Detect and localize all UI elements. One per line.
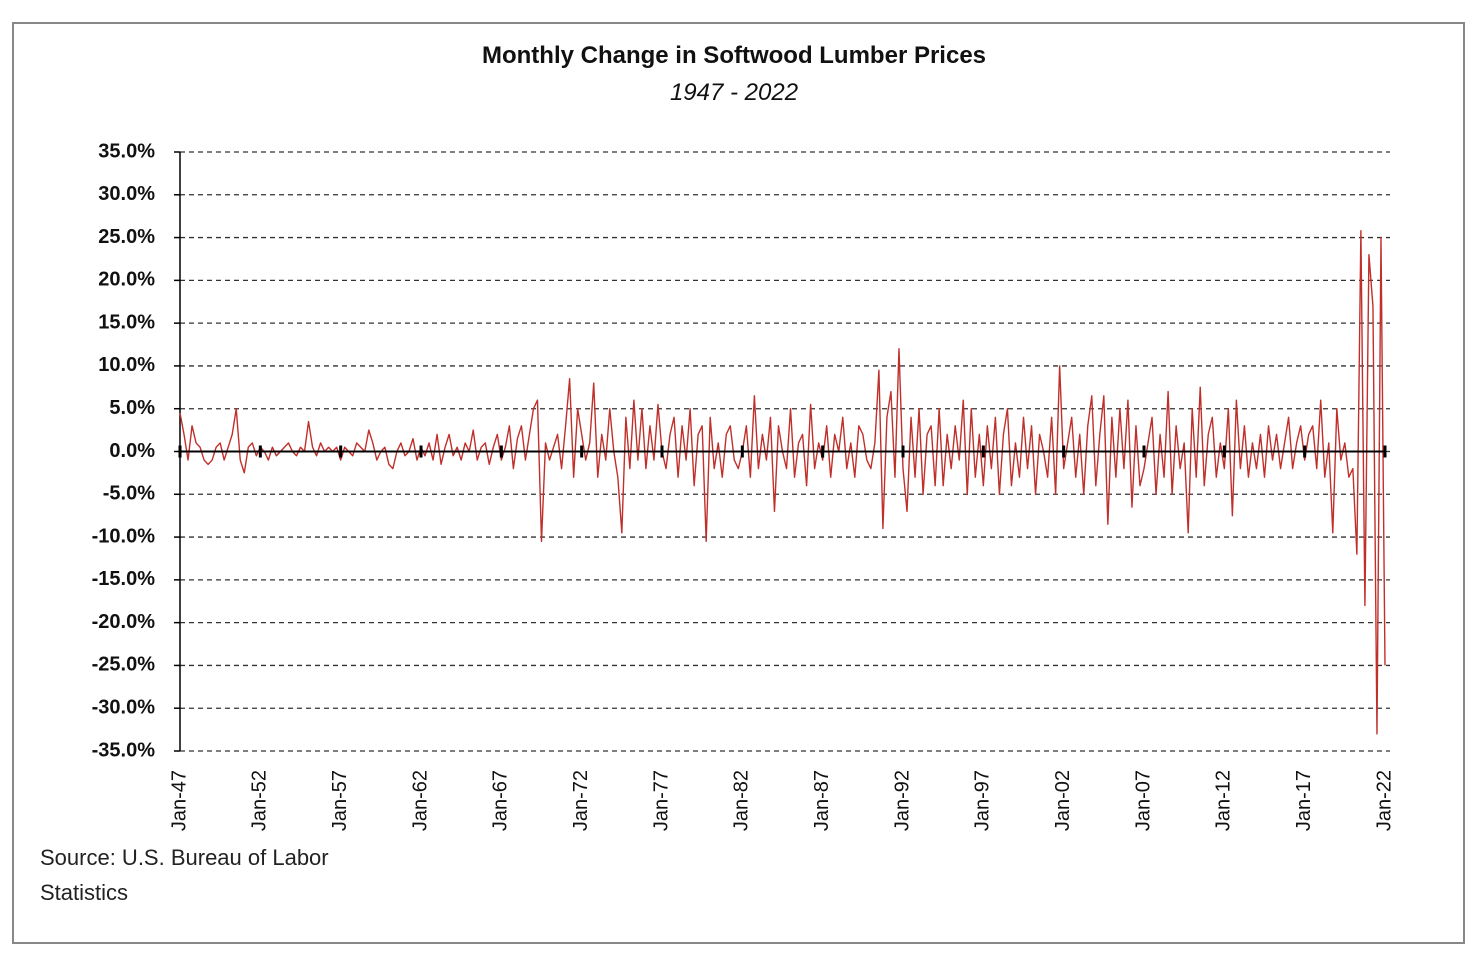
x-tick-label: Jan-02 [1052,770,1074,831]
y-tick-label: -30.0% [92,696,156,718]
y-tick-label: 20.0% [98,269,155,291]
chart-border [12,22,1465,944]
x-tick-label: Jan-77 [650,770,672,831]
chart-subtitle: 1947 - 2022 [670,79,798,106]
y-tick-label: -20.0% [92,611,156,633]
y-tick-label: -5.0% [103,483,155,505]
x-tick-label: Jan-62 [409,770,431,831]
x-tick-label: Jan-57 [329,770,351,831]
x-tick-label: Jan-97 [972,770,994,831]
y-tick-label: -15.0% [92,568,156,590]
x-tick-label: Jan-47 [168,770,190,831]
source-box: Source: U.S. Bureau of Labor Statistics [40,845,329,905]
chart-title: Monthly Change in Softwood Lumber Prices [482,42,986,69]
x-tick-label: Jan-92 [891,770,913,831]
y-tick-label: -25.0% [92,654,156,676]
y-tick-label: 30.0% [98,183,155,205]
y-tick-label: 25.0% [98,226,155,248]
y-tick-label: 5.0% [109,397,155,419]
x-tick-label: Jan-12 [1213,770,1235,831]
y-tick-label: 35.0% [98,140,155,162]
x-tick-label: Jan-17 [1293,770,1315,831]
x-tick-label: Jan-87 [811,770,833,831]
x-tick-label: Jan-72 [570,770,592,831]
x-tick-label: Jan-82 [731,770,753,831]
y-tick-label: 10.0% [98,354,155,376]
x-tick-label: Jan-52 [249,770,271,831]
source-note: Source: U.S. Bureau of Labor Statistics [40,845,329,905]
y-tick-label: 15.0% [98,311,155,333]
x-tick-label: Jan-22 [1373,770,1395,831]
y-tick-label: 0.0% [109,440,155,462]
x-tick-label: Jan-67 [490,770,512,831]
y-tick-label: -35.0% [92,739,156,761]
y-tick-label: -10.0% [92,525,156,547]
x-tick-label: Jan-07 [1132,770,1154,831]
